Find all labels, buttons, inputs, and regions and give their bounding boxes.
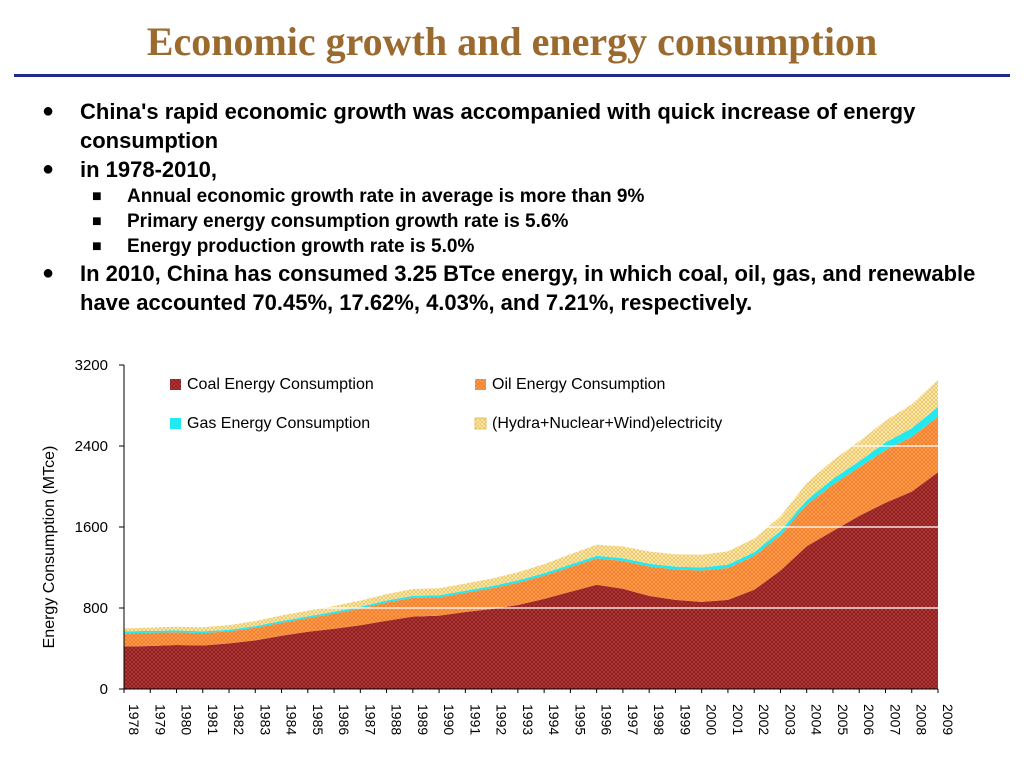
bullet-text: in 1978-2010, <box>80 157 217 182</box>
x-tick-label: 1982 <box>231 704 247 735</box>
x-tick-label: 1983 <box>257 704 273 735</box>
legend-swatch <box>170 379 181 390</box>
legend-swatch <box>474 417 487 430</box>
y-tick-label: 2400 <box>75 438 108 455</box>
bullet-list: ● China's rapid economic growth was accom… <box>40 97 1015 317</box>
x-tick-label: 1988 <box>389 704 405 735</box>
x-tick-label: 2002 <box>756 704 772 735</box>
y-tick-label: 3200 <box>75 357 108 374</box>
bullet-item: ■ Energy production growth rate is 5.0% <box>40 234 1015 259</box>
bullet-marker: ■ <box>92 238 102 255</box>
x-tick-label: 1996 <box>599 704 615 735</box>
x-tick-label: 1984 <box>284 704 300 735</box>
legend-label: Coal Energy Consumption <box>187 376 374 393</box>
x-tick-label: 2001 <box>730 704 746 735</box>
bullet-item: ■ Primary energy consumption growth rate … <box>40 209 1015 234</box>
x-tick-label: 1994 <box>546 704 562 735</box>
legend-label: Gas Energy Consumption <box>187 415 370 432</box>
bullet-text: Primary energy consumption growth rate i… <box>127 211 569 232</box>
bullet-text: China's rapid economic growth was accomp… <box>80 99 916 153</box>
x-tick-label: 1986 <box>336 704 352 735</box>
x-tick-label: 2006 <box>861 704 877 735</box>
bullet-item: ● in 1978-2010, <box>40 155 1015 184</box>
y-axis-title: Energy Consumption (MTce) <box>41 446 58 649</box>
x-tick-label: 1992 <box>494 704 510 735</box>
x-tick-label: 1999 <box>677 704 693 735</box>
bullet-marker: ● <box>42 100 55 122</box>
legend-swatch <box>475 379 486 390</box>
x-tick-label: 1993 <box>520 704 536 735</box>
bullet-marker: ● <box>42 262 55 284</box>
legend-label: Oil Energy Consumption <box>492 376 665 393</box>
x-tick-label: 2004 <box>809 704 825 735</box>
bullet-item: ■ Annual economic growth rate in average … <box>40 184 1015 209</box>
x-tick-label: 1991 <box>467 704 483 735</box>
bullet-text: Energy production growth rate is 5.0% <box>127 236 475 257</box>
x-tick-label: 1990 <box>441 704 457 735</box>
x-tick-label: 1995 <box>572 704 588 735</box>
x-tick-label: 1985 <box>310 704 326 735</box>
bullet-text: In 2010, China has consumed 3.25 BTce en… <box>80 261 976 315</box>
x-tick-label: 2008 <box>914 704 930 735</box>
bullet-marker: ● <box>42 158 55 180</box>
x-tick-label: 2003 <box>782 704 798 735</box>
y-tick-label: 800 <box>83 600 108 617</box>
x-tick-label: 1998 <box>651 704 667 735</box>
y-tick-label: 1600 <box>75 519 108 536</box>
bullet-item: ● China's rapid economic growth was accom… <box>40 97 1015 155</box>
x-tick-label: 2005 <box>835 704 851 735</box>
y-tick-label: 0 <box>100 681 108 698</box>
x-tick-label: 1987 <box>362 704 378 735</box>
x-tick-label: 1981 <box>205 704 221 735</box>
bullet-text: Annual economic growth rate in average i… <box>127 186 645 207</box>
page-title: Economic growth and energy consumption <box>146 19 878 64</box>
bullet-marker: ■ <box>92 213 102 230</box>
bullet-marker: ■ <box>92 188 102 205</box>
x-tick-label: 2009 <box>940 704 956 735</box>
x-tick-label: 2007 <box>887 704 903 735</box>
x-tick-label: 1980 <box>179 704 195 735</box>
area-series-1 <box>124 472 938 689</box>
x-tick-label: 2000 <box>704 704 720 735</box>
legend-swatch <box>170 418 181 429</box>
area-series-2 <box>124 416 938 647</box>
title-divider <box>14 74 1010 77</box>
x-tick-label: 1978 <box>126 704 142 735</box>
x-tick-label: 1997 <box>625 704 641 735</box>
bullet-item: ● In 2010, China has consumed 3.25 BTce e… <box>40 259 1015 317</box>
x-tick-label: 1989 <box>415 704 431 735</box>
legend-label: (Hydra+Nuclear+Wind)electricity <box>492 415 722 432</box>
x-tick-label: 1979 <box>152 704 168 735</box>
